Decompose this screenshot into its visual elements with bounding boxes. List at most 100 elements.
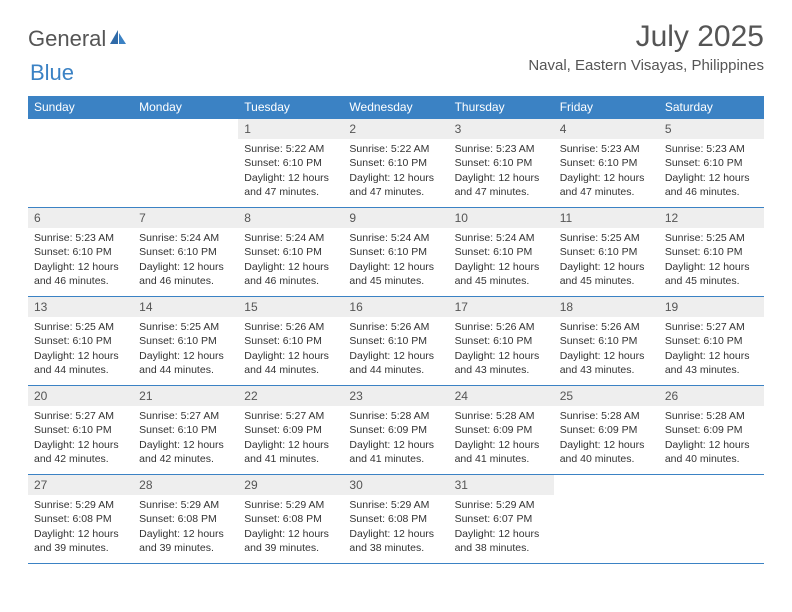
sunrise-text: Sunrise: 5:27 AM [665,320,758,334]
empty-day-cell [554,475,659,563]
day-number: 8 [238,208,343,228]
day-body: Sunrise: 5:28 AMSunset: 6:09 PMDaylight:… [554,406,659,472]
day-number: 21 [133,386,238,406]
day-body: Sunrise: 5:27 AMSunset: 6:10 PMDaylight:… [28,406,133,472]
day-cell: 1Sunrise: 5:22 AMSunset: 6:10 PMDaylight… [238,119,343,207]
day-cell: 12Sunrise: 5:25 AMSunset: 6:10 PMDayligh… [659,208,764,296]
daylight-text: Daylight: 12 hours and 39 minutes. [244,527,337,555]
sunset-text: Sunset: 6:10 PM [665,334,758,348]
sunset-text: Sunset: 6:10 PM [349,156,442,170]
day-cell: 20Sunrise: 5:27 AMSunset: 6:10 PMDayligh… [28,386,133,474]
day-number: 11 [554,208,659,228]
day-number: 12 [659,208,764,228]
weekday-header: Saturday [659,96,764,118]
day-number: 14 [133,297,238,317]
sunset-text: Sunset: 6:09 PM [560,423,653,437]
daylight-text: Daylight: 12 hours and 41 minutes. [455,438,548,466]
sunrise-text: Sunrise: 5:29 AM [455,498,548,512]
weeks-container: 1Sunrise: 5:22 AMSunset: 6:10 PMDaylight… [28,118,764,564]
day-number: 10 [449,208,554,228]
sunset-text: Sunset: 6:10 PM [560,245,653,259]
title-block: July 2025 Naval, Eastern Visayas, Philip… [528,20,764,74]
sunset-text: Sunset: 6:10 PM [560,156,653,170]
day-number: 1 [238,119,343,139]
day-cell: 11Sunrise: 5:25 AMSunset: 6:10 PMDayligh… [554,208,659,296]
sunset-text: Sunset: 6:10 PM [139,245,232,259]
day-body: Sunrise: 5:29 AMSunset: 6:07 PMDaylight:… [449,495,554,561]
sunrise-text: Sunrise: 5:29 AM [34,498,127,512]
month-title: July 2025 [528,20,764,53]
day-cell: 17Sunrise: 5:26 AMSunset: 6:10 PMDayligh… [449,297,554,385]
sunrise-text: Sunrise: 5:27 AM [139,409,232,423]
location-subtitle: Naval, Eastern Visayas, Philippines [528,57,764,74]
weekday-header: Wednesday [343,96,448,118]
day-body: Sunrise: 5:25 AMSunset: 6:10 PMDaylight:… [133,317,238,383]
daylight-text: Daylight: 12 hours and 42 minutes. [139,438,232,466]
day-body: Sunrise: 5:28 AMSunset: 6:09 PMDaylight:… [659,406,764,472]
day-body: Sunrise: 5:23 AMSunset: 6:10 PMDaylight:… [449,139,554,205]
empty-day-cell [28,119,133,207]
empty-day-cell [133,119,238,207]
daylight-text: Daylight: 12 hours and 44 minutes. [34,349,127,377]
day-number: 30 [343,475,448,495]
day-body: Sunrise: 5:26 AMSunset: 6:10 PMDaylight:… [343,317,448,383]
day-cell: 8Sunrise: 5:24 AMSunset: 6:10 PMDaylight… [238,208,343,296]
day-body: Sunrise: 5:22 AMSunset: 6:10 PMDaylight:… [343,139,448,205]
day-cell: 16Sunrise: 5:26 AMSunset: 6:10 PMDayligh… [343,297,448,385]
day-number: 16 [343,297,448,317]
sunset-text: Sunset: 6:09 PM [665,423,758,437]
day-cell: 19Sunrise: 5:27 AMSunset: 6:10 PMDayligh… [659,297,764,385]
week-row: 13Sunrise: 5:25 AMSunset: 6:10 PMDayligh… [28,296,764,385]
day-number: 23 [343,386,448,406]
sunset-text: Sunset: 6:09 PM [244,423,337,437]
day-body: Sunrise: 5:24 AMSunset: 6:10 PMDaylight:… [343,228,448,294]
sunrise-text: Sunrise: 5:23 AM [34,231,127,245]
sunset-text: Sunset: 6:10 PM [560,334,653,348]
daylight-text: Daylight: 12 hours and 46 minutes. [244,260,337,288]
calendar-page: General July 2025 Naval, Eastern Visayas… [0,0,792,612]
day-cell: 26Sunrise: 5:28 AMSunset: 6:09 PMDayligh… [659,386,764,474]
day-body: Sunrise: 5:29 AMSunset: 6:08 PMDaylight:… [28,495,133,561]
day-cell: 14Sunrise: 5:25 AMSunset: 6:10 PMDayligh… [133,297,238,385]
day-body: Sunrise: 5:24 AMSunset: 6:10 PMDaylight:… [133,228,238,294]
daylight-text: Daylight: 12 hours and 44 minutes. [349,349,442,377]
day-cell: 9Sunrise: 5:24 AMSunset: 6:10 PMDaylight… [343,208,448,296]
sunrise-text: Sunrise: 5:24 AM [455,231,548,245]
sunrise-text: Sunrise: 5:26 AM [560,320,653,334]
day-body: Sunrise: 5:25 AMSunset: 6:10 PMDaylight:… [28,317,133,383]
sunset-text: Sunset: 6:08 PM [34,512,127,526]
sunrise-text: Sunrise: 5:23 AM [455,142,548,156]
daylight-text: Daylight: 12 hours and 40 minutes. [560,438,653,466]
sunset-text: Sunset: 6:10 PM [34,334,127,348]
sunrise-text: Sunrise: 5:28 AM [560,409,653,423]
daylight-text: Daylight: 12 hours and 43 minutes. [560,349,653,377]
daylight-text: Daylight: 12 hours and 47 minutes. [560,171,653,199]
sunset-text: Sunset: 6:10 PM [665,245,758,259]
daylight-text: Daylight: 12 hours and 38 minutes. [455,527,548,555]
brand-sail-icon [108,28,128,51]
day-body: Sunrise: 5:24 AMSunset: 6:10 PMDaylight:… [449,228,554,294]
weekday-header: Tuesday [238,96,343,118]
sunset-text: Sunset: 6:08 PM [244,512,337,526]
day-body: Sunrise: 5:26 AMSunset: 6:10 PMDaylight:… [238,317,343,383]
day-number: 18 [554,297,659,317]
day-cell: 30Sunrise: 5:29 AMSunset: 6:08 PMDayligh… [343,475,448,563]
sunrise-text: Sunrise: 5:29 AM [349,498,442,512]
daylight-text: Daylight: 12 hours and 46 minutes. [139,260,232,288]
day-cell: 4Sunrise: 5:23 AMSunset: 6:10 PMDaylight… [554,119,659,207]
day-number: 24 [449,386,554,406]
daylight-text: Daylight: 12 hours and 39 minutes. [139,527,232,555]
day-cell: 5Sunrise: 5:23 AMSunset: 6:10 PMDaylight… [659,119,764,207]
day-number: 5 [659,119,764,139]
brand-word-2: Blue [30,60,74,85]
day-number: 28 [133,475,238,495]
sunrise-text: Sunrise: 5:28 AM [455,409,548,423]
day-body: Sunrise: 5:27 AMSunset: 6:09 PMDaylight:… [238,406,343,472]
day-cell: 29Sunrise: 5:29 AMSunset: 6:08 PMDayligh… [238,475,343,563]
day-cell: 3Sunrise: 5:23 AMSunset: 6:10 PMDaylight… [449,119,554,207]
day-cell: 18 Sunrise: 5:26 AMSunset: 6:10 PMDayligh… [554,297,659,385]
day-body: Sunrise: 5:22 AMSunset: 6:10 PMDaylight:… [238,139,343,205]
daylight-text: Daylight: 12 hours and 40 minutes. [665,438,758,466]
sunrise-text: Sunrise: 5:27 AM [244,409,337,423]
sunrise-text: Sunrise: 5:29 AM [139,498,232,512]
